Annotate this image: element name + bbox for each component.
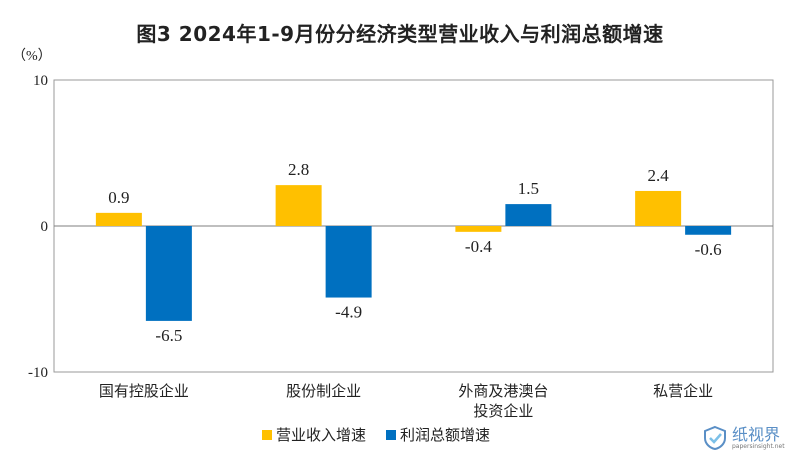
legend-item-profit: 利润总额增速 <box>386 424 490 445</box>
x-tick-label: 投资企业 <box>473 402 533 420</box>
x-tick-label: 国有控股企业 <box>99 382 189 400</box>
x-tick-label: 股份制企业 <box>286 382 361 400</box>
y-tick-label: -10 <box>28 365 48 381</box>
bar <box>505 204 552 226</box>
data-label: -6.5 <box>155 326 182 345</box>
watermark: 纸视界 papersinsight.net <box>702 420 792 456</box>
watermark-text: 纸视界 <box>732 424 781 444</box>
legend-label-profit: 利润总额增速 <box>400 426 491 444</box>
x-tick-label: 私营企业 <box>653 382 713 400</box>
bar <box>325 226 372 298</box>
y-tick-label: 0 <box>41 219 49 235</box>
y-tick-label: 10 <box>33 73 48 89</box>
bar <box>455 226 502 232</box>
y-axis-unit: （%） <box>12 48 52 64</box>
bar <box>685 226 732 235</box>
bar <box>95 212 142 226</box>
bar <box>635 190 682 226</box>
data-label: -0.6 <box>695 240 722 259</box>
data-label: -0.4 <box>465 237 492 256</box>
check-shield-icon <box>704 425 726 451</box>
legend-swatch-profit <box>386 429 397 440</box>
watermark-subtext: papersinsight.net <box>732 442 785 450</box>
data-label: 0.9 <box>108 188 129 207</box>
legend-label-revenue: 营业收入增速 <box>276 426 367 444</box>
legend-swatch-revenue <box>262 429 272 440</box>
legend-item-revenue: 营业收入增速 <box>262 424 366 445</box>
x-tick-label: 外商及港澳台 <box>458 382 548 400</box>
data-label: -4.9 <box>335 303 362 322</box>
data-label: 2.8 <box>288 160 309 179</box>
data-label: 1.5 <box>518 179 539 198</box>
bar <box>145 226 192 321</box>
data-label: 2.4 <box>648 166 670 185</box>
bar <box>275 185 322 226</box>
chart-title: 图3 2024年1-9月份分经济类型营业收入与利润总额增速 <box>136 22 664 46</box>
legend: 营业收入增速 利润总额增速 <box>262 424 490 445</box>
